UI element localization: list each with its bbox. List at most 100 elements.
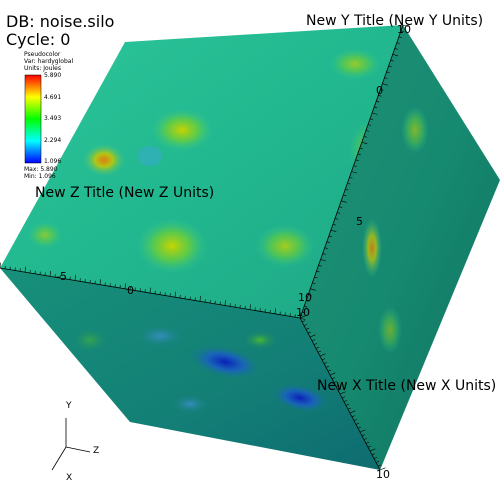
axis-tick-mark [357,153,361,156]
axis-tick-mark [343,194,347,197]
axis-tick-mark [376,100,380,103]
legend-tick-label: 5.890 [44,72,62,79]
axis-tick-mark [363,438,368,440]
triad-z-label: Z [93,446,100,456]
axis-tick-mark [341,200,347,203]
axis-tick-mark [327,369,332,372]
axis-tick-mark [74,275,76,281]
axis-tick-mark [310,288,316,291]
axis-tick-mark [312,282,316,285]
axis-tick-mark [323,362,328,364]
axis-tick-mark [349,177,353,179]
axis-tick-mark [357,426,362,429]
axis-tick-mark [313,343,318,345]
x-axis-title: New X Title (New X Units) [317,378,497,394]
axis-tick-mark [328,235,332,238]
axis-tick-mark [394,48,398,50]
axis-tick-mark [365,441,370,444]
axis-tick-mark [224,300,226,306]
legend-units: Units: Joules [24,65,61,72]
axis-tick-mark [49,270,51,277]
axis-tick-mark [396,42,400,44]
axis-tick-mark [359,429,366,433]
axis-tick-mark [304,305,308,308]
axis-tick-mark [306,300,310,302]
axis-tick-mark [380,89,384,91]
axis-tick-mark [335,384,340,387]
axis-tick-mark [382,83,388,86]
axis-tick-label: 0 [376,84,383,97]
triad-x-label: X [66,473,73,483]
axis-tick-label: 10 [296,306,310,319]
axis-tick-mark [371,453,376,456]
axis-tick-mark [351,171,357,174]
axis-tick-mark [341,396,346,399]
axis-tick-mark [24,266,26,273]
axis-tick-mark [301,311,306,314]
axis-tick-mark [319,353,326,357]
axis-tick-mark [347,182,351,185]
axis-tick-mark [378,95,382,97]
axis-tick-mark [386,71,390,74]
axis-tick-mark [355,159,359,161]
cycle-label: Cycle: 0 [6,30,71,49]
database-label: DB: noise.silo [6,12,115,31]
axis-tick-mark [174,291,176,298]
axis-tick-mark [349,410,356,414]
axis-tick-mark [199,295,201,302]
triad-z-axis [65,446,91,453]
legend-max-value: Max: 5.890 [24,166,58,173]
axis-tick-mark [372,112,378,115]
axis-tick-mark [343,400,348,402]
axis-tick-mark [149,287,151,294]
axis-tick-mark [320,259,327,262]
axis-tick-mark [379,467,386,471]
axis-tick-mark [398,36,402,38]
axis-tick-mark [331,377,336,380]
axis-tick-mark [318,264,322,267]
axis-tick-mark [353,165,357,167]
cube-right-face [300,25,500,470]
axis-tick-mark [303,324,308,326]
axis-tick-mark [345,188,349,191]
axis-tick-mark [322,253,326,255]
axis-tick-mark [367,124,372,126]
axis-tick-label: -5 [56,270,67,283]
y-axis-title: New Y Title (New Y Units) [306,13,484,29]
axis-tick-mark [124,283,126,289]
axis-tick-mark [369,118,374,120]
legend-tick-label: 4.691 [44,94,62,101]
axis-tick-mark [337,388,342,391]
axis-tick-mark [361,434,366,437]
axis-tick-mark [314,276,318,279]
axis-tick-mark [249,304,251,310]
axis-tick-mark [367,445,372,448]
axis-tick-mark [332,223,337,226]
axis-tick-mark [402,24,409,27]
axis-tick-label: 10 [298,291,312,304]
axis-tick-mark [339,206,343,208]
axis-tick-mark [384,77,388,79]
axis-tick-mark [326,241,330,244]
axis-tick-mark [317,350,322,353]
axis-tick-mark [299,312,301,319]
axis-tick-mark [400,30,405,33]
axis-tick-mark [351,415,356,418]
axis-tick-mark [369,448,376,452]
axis-tick-mark [334,218,339,220]
axes-triad [51,418,91,471]
axis-tick-mark [311,339,316,342]
axis-tick-mark [324,247,328,249]
axis-tick-mark [330,229,337,233]
axis-tick-mark [321,358,326,361]
axis-tick-mark [361,141,368,145]
axis-tick-mark [359,147,363,150]
axis-tick-mark [355,422,360,425]
axis-tick-mark [329,372,336,376]
axis-tick-mark [339,391,346,395]
axis-tick-mark [363,136,367,138]
axis-tick-mark [336,212,341,214]
legend-color-bar [24,74,42,164]
